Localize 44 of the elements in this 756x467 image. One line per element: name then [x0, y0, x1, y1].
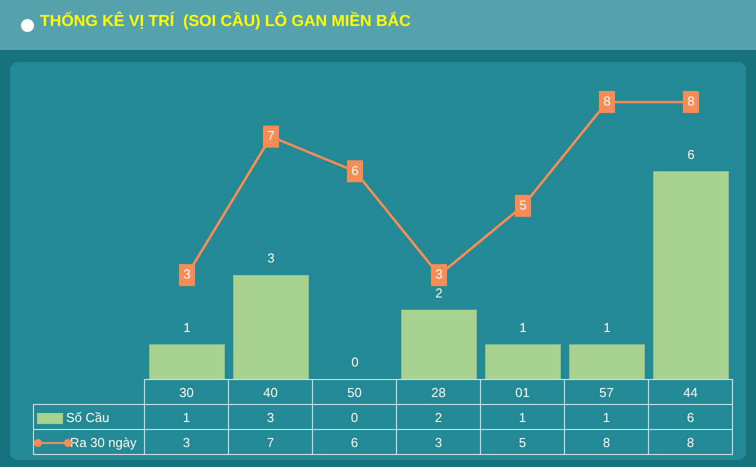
x-tick-label: 50 — [312, 380, 396, 404]
data-label: 3 — [228, 404, 312, 430]
data-label: 1 — [480, 404, 564, 430]
text: 8 — [603, 94, 611, 109]
bar — [485, 344, 561, 379]
bar — [401, 310, 477, 379]
data-label: 3 — [144, 430, 228, 454]
data-label: 7 — [228, 430, 312, 454]
bar — [653, 171, 729, 379]
data-label: 8 — [648, 430, 732, 454]
text: 0 — [351, 354, 359, 370]
data-label: 5 — [480, 430, 564, 454]
chart-title: THỐNG KÊ VỊ TRÍ (SOI CẦU) LÔ GAN MIỀN BẮC — [40, 13, 411, 31]
bar — [233, 275, 309, 379]
data-label: 6 — [312, 430, 396, 454]
text: 6 — [687, 146, 695, 162]
x-tick-label: 44 — [648, 380, 732, 404]
data-label: 2 — [396, 404, 480, 430]
x-tick-label: 57 — [564, 380, 648, 404]
text: 1 — [603, 320, 611, 335]
text: 6 — [351, 162, 359, 178]
data-label: 0 — [312, 404, 396, 430]
text: 3 — [183, 266, 191, 282]
text: 1 — [519, 320, 527, 335]
x-tick-label: 28 — [396, 380, 480, 404]
bar — [569, 344, 645, 379]
data-label: 1 — [144, 404, 228, 430]
text: 5 — [519, 197, 527, 212]
x-tick-label: 40 — [228, 380, 312, 404]
x-tick-label: 01 — [480, 380, 564, 404]
text: 1 — [183, 320, 191, 335]
data-label: 3 — [396, 430, 480, 454]
data-label: 6 — [648, 404, 732, 430]
bar — [149, 344, 225, 379]
text: 2 — [435, 285, 443, 300]
text: 3 — [267, 250, 275, 266]
text: 8 — [687, 94, 695, 109]
legend-label: Ra 30 ngày — [34, 430, 144, 454]
data-label: 8 — [564, 430, 648, 454]
data-label: 1 — [564, 404, 648, 430]
text: 7 — [267, 128, 275, 144]
text: 3 — [435, 266, 443, 282]
legend-label: Số Cầu — [34, 404, 144, 430]
x-tick-label: 30 — [144, 380, 228, 404]
